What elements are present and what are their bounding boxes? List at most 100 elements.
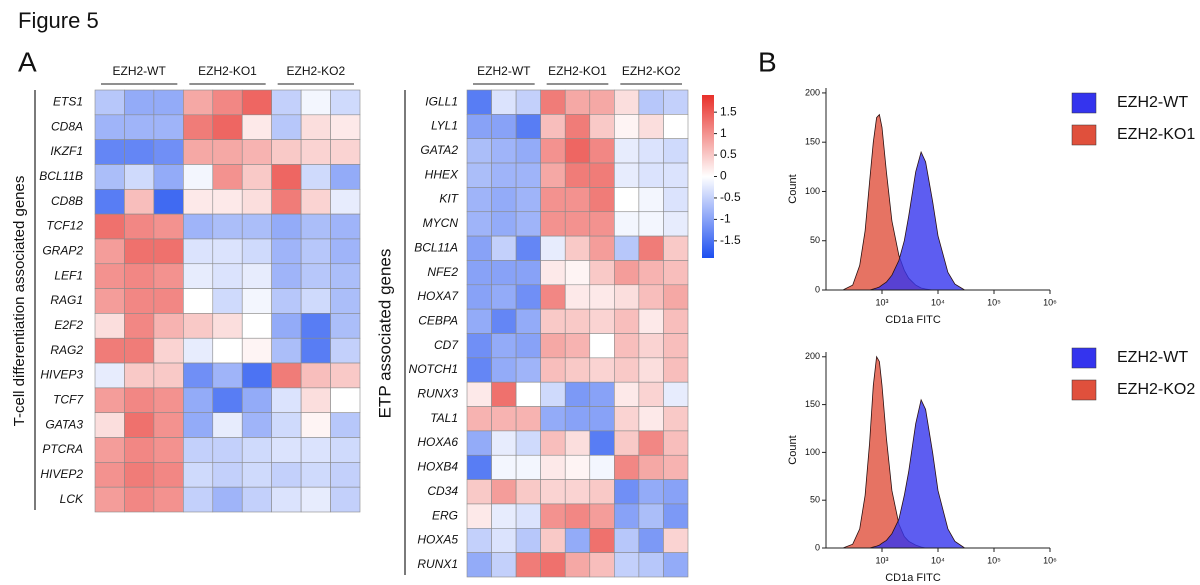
heatmap-cell [466,308,492,334]
heatmap-cell [300,337,331,364]
heatmap-cell [466,333,492,359]
heatmap-cell [330,238,361,265]
row-label: GATA2 [420,143,458,157]
heatmap-cell [183,139,214,165]
heatmap-cell [271,188,302,215]
heatmap-cell [124,387,155,414]
heatmap-cell [491,454,517,480]
heatmap-cell [271,164,302,190]
heatmap-cell [241,238,272,265]
heatmap-cell [466,430,492,456]
heatmap-cell [94,114,125,140]
y-tick-label: 200 [805,87,820,97]
legend-swatch [1071,379,1097,401]
heatmap-cell [638,235,664,261]
heatmap-cell [663,552,689,578]
heatmap-cell [638,308,664,334]
heatmap-cell [300,114,331,140]
heatmap-cell [589,162,615,188]
x-tick-label: 10³ [875,297,888,307]
heatmap-cell [94,412,125,438]
heatmap-cell [491,211,517,237]
heatmap-cell [124,437,155,463]
heatmap-cell [540,503,566,529]
heatmap-cell [300,412,331,438]
heatmap-cell [589,308,615,334]
row-label: ERG [432,508,458,522]
heatmap-cell [663,479,689,505]
heatmap-cell [94,164,125,190]
heatmap-cell [241,263,272,289]
heatmap-cell [212,238,243,265]
heatmap-cell [466,527,492,553]
heatmap-cell [614,357,640,383]
heatmap-cell [153,387,184,414]
heatmap-cell [540,235,566,261]
heatmap-cell [564,138,591,164]
y-tick-label: 150 [805,399,820,409]
heatmap-cell [271,437,302,463]
heatmap-cell [491,284,517,310]
legend-swatch [1071,92,1097,114]
heatmap-cell [540,357,566,383]
heatmap-cell [491,357,517,383]
heatmap-cell [614,381,640,407]
heatmap-cell [183,337,214,364]
heatmap-cell [540,552,566,578]
heatmap-cell [183,238,214,265]
heatmap-cell [614,503,640,529]
heatmap-cell [124,486,155,513]
column-group-label: EZH2-WT [477,64,531,78]
heatmap-cell [663,454,689,480]
heatmap-cell [614,284,640,310]
heatmap-cell [491,187,517,213]
heatmap-cell [212,387,243,414]
heatmap-cell [540,89,566,115]
heatmap-cell [241,139,272,165]
heatmap-cell [153,437,184,463]
heatmap-cell [515,138,541,164]
heatmap-cell [153,238,184,265]
heatmap-cell [153,462,184,488]
heatmap-cell [589,503,615,529]
heatmap-cell [300,288,331,314]
heatmap-cell [663,333,689,359]
heatmap-cell [515,162,541,188]
heatmap-cell [638,503,664,529]
heatmap-cell [466,552,492,578]
heatmap-cell [466,114,492,139]
heatmap-cell [271,213,302,240]
heatmap-cell [540,430,566,456]
row-label: BCL11B [39,169,83,183]
column-group-label: EZH2-KO1 [548,64,607,78]
heatmap-cell [491,162,517,188]
heatmap-cell [515,187,541,213]
y-tick-label: 50 [810,495,820,505]
heatmap-cell [515,89,541,115]
heatmap-cell [515,357,541,383]
heatmap-cell [466,211,492,237]
heatmap-cell [589,333,615,359]
heatmap-cell [614,114,640,139]
heatmap-cell [638,381,664,407]
colorbar-tick-label: -1 [720,212,731,226]
heatmap-cell [491,430,517,456]
heatmap-cell [564,479,591,505]
heatmap-cell [589,357,615,383]
colorbar-tick-label: 0 [720,169,727,183]
heatmap-cell [515,503,541,529]
heatmap-cell [491,235,517,261]
heatmap-cell [271,486,302,513]
heatmap-cell [212,288,243,314]
heatmap-cell [638,357,664,383]
heatmap-cell [614,406,640,432]
heatmap-cell [515,235,541,261]
heatmap-cell [241,362,272,389]
heatmap-cell [212,139,243,165]
row-label: TCF12 [46,219,83,233]
heatmap-cell [663,527,689,553]
heatmap-cell [212,213,243,240]
heatmap-cell [466,162,492,188]
heatmap-cell [663,308,689,334]
row-label: MYCN [423,216,459,230]
